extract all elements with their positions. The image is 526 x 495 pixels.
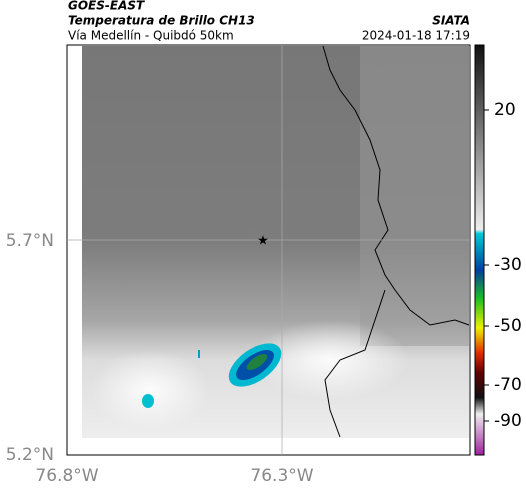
colorbar-ramp	[474, 44, 485, 456]
colorbar-tick-label: -50	[494, 316, 522, 336]
cold-cloud	[246, 353, 268, 371]
map: ★ 5.7°N 5.2°N 76.8°W 76.3°W	[6, 44, 471, 486]
border	[322, 45, 470, 326]
location-marker: ★	[257, 234, 269, 249]
product: GOES-EAST	[68, 0, 145, 13]
cold-cloud	[142, 394, 154, 408]
cold-cloud	[198, 350, 200, 358]
cloud	[250, 320, 410, 400]
colorbar-tick-label: -90	[494, 411, 522, 431]
colorbar-tick-label: -70	[494, 375, 522, 395]
border	[324, 289, 386, 438]
subtitle: Vía Medellín - Quibdó 50km	[68, 29, 234, 43]
header: GOES-EAST Temperatura de Brillo CH13 SIA…	[68, 0, 470, 43]
cloud-band	[360, 46, 469, 346]
lat-label: 5.7°N	[6, 231, 54, 251]
source: SIATA	[432, 14, 470, 28]
timestamp: 2024-01-18 17:19	[362, 29, 470, 43]
colorbar-tick-label: 20	[494, 100, 516, 120]
lat-label: 5.2°N	[6, 445, 54, 465]
colorbar: 20 -30 -50 -70 -90	[474, 44, 522, 456]
cloud	[90, 350, 210, 430]
colorbar-tick-label: -30	[494, 255, 522, 275]
lon-label: 76.3°W	[250, 466, 313, 486]
lon-label: 76.8°W	[35, 466, 98, 486]
title: Temperatura de Brillo CH13	[68, 14, 255, 28]
